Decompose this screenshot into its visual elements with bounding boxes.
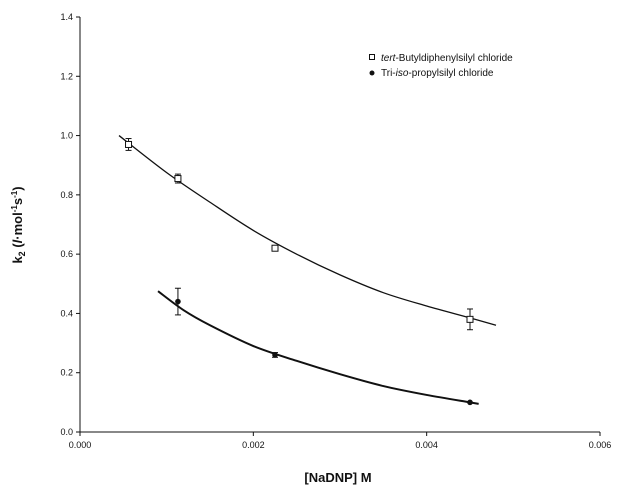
data-point-0-2 bbox=[271, 244, 279, 252]
fit-curves bbox=[118, 135, 497, 405]
data-point-1-2 bbox=[467, 399, 473, 406]
y-axis-title-close: ) bbox=[10, 186, 25, 190]
axes bbox=[79, 17, 600, 433]
legend-label-tri-pre: Tri- bbox=[381, 68, 396, 79]
data-point-1-0 bbox=[175, 298, 181, 305]
legend-label-tri-rest: -propylsilyl chloride bbox=[408, 68, 493, 79]
x-tick-label-3: 0.006 bbox=[589, 440, 612, 450]
y-tick-label-6: 1.2 bbox=[60, 71, 73, 81]
data-point-1-1 bbox=[272, 352, 278, 358]
legend-marker-tert-butyldiphenylsilyl bbox=[369, 54, 375, 60]
fit-curve-1 bbox=[157, 290, 479, 405]
data-point-0-1 bbox=[174, 175, 182, 183]
y-axis-title-sub: 2 bbox=[17, 251, 27, 256]
data-point-0-0 bbox=[125, 140, 133, 148]
legend-label-tri-italic: iso bbox=[396, 68, 409, 79]
y-axis-title: k2 (l·mol-1s-1) bbox=[10, 186, 27, 263]
y-tick-label-2: 0.4 bbox=[60, 308, 73, 318]
y-axis-title-unit-s: s bbox=[10, 198, 25, 205]
y-ticks: 0.0 0.2 0.4 0.6 0.8 1.0 1.2 1.4 bbox=[60, 12, 80, 437]
x-ticks: 0.000 0.002 0.004 0.006 bbox=[69, 432, 612, 450]
y-tick-label-0: 0.0 bbox=[60, 427, 73, 437]
legend-label-tert-rest: -Butyldiphenylsilyl chloride bbox=[395, 53, 513, 64]
x-tick-label-0: 0.000 bbox=[69, 440, 92, 450]
legend-label-tert-butyldiphenylsilyl: tert-Butyldiphenylsilyl chloride bbox=[381, 53, 513, 64]
legend-label-tri-iso-propylsilyl: Tri-iso-propylsilyl chloride bbox=[381, 68, 494, 79]
data-points bbox=[125, 138, 474, 406]
y-tick-label-3: 0.6 bbox=[60, 249, 73, 259]
x-tick-label-2: 0.004 bbox=[415, 440, 438, 450]
y-axis-title-exp1: -1 bbox=[10, 205, 19, 213]
y-axis-title-exp2: -1 bbox=[10, 190, 19, 198]
fit-curve-0 bbox=[118, 135, 497, 326]
data-point-0-3 bbox=[466, 315, 474, 323]
legend: tert-Butyldiphenylsilyl chloride Tri-iso… bbox=[369, 53, 513, 79]
y-axis-title-main: k bbox=[10, 256, 25, 264]
y-tick-label-1: 0.2 bbox=[60, 368, 73, 378]
y-tick-label-7: 1.4 bbox=[60, 12, 73, 22]
y-tick-label-5: 1.0 bbox=[60, 131, 73, 141]
legend-marker-tri-iso-propylsilyl bbox=[369, 70, 375, 76]
y-tick-label-4: 0.8 bbox=[60, 190, 73, 200]
x-axis-title: [NaDNP] M bbox=[304, 470, 371, 485]
y-axis-title-unit-l: l bbox=[10, 239, 25, 243]
y-axis-title-unit-mol: ·mol bbox=[10, 212, 25, 239]
y-axis-title-open: ( bbox=[10, 243, 25, 252]
legend-label-tert-italic: tert bbox=[381, 53, 397, 64]
x-tick-label-1: 0.002 bbox=[242, 440, 265, 450]
